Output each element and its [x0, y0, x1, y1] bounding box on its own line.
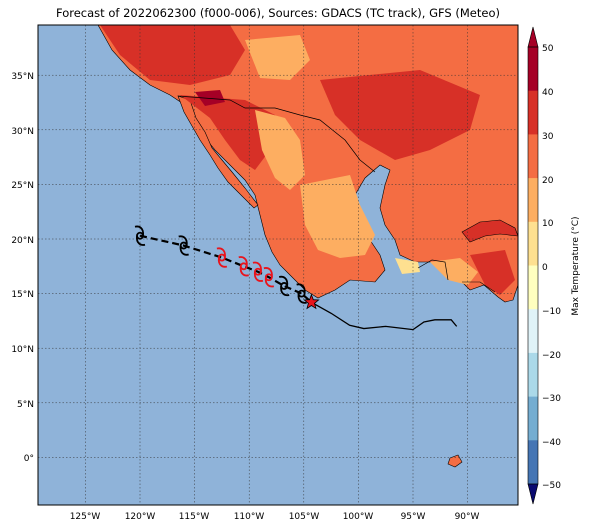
colorbar-tick: 30: [542, 132, 554, 142]
colorbar-segment: [528, 47, 538, 92]
hurricane-icon: [216, 247, 228, 268]
lon-tick-label: 120°W: [125, 512, 156, 522]
colorbar-segment: [528, 396, 538, 441]
colorbar-segment: [528, 178, 538, 223]
cool-zone-central-america-highlands: [430, 258, 478, 285]
colorbar-min-extend: [527, 483, 539, 505]
colorbar-tick-labels: 50 40 30 20 10 0 −10 −20 −30 −40 −50: [542, 44, 561, 491]
lat-tick-label: 30°N: [11, 127, 34, 137]
gridlines: [38, 25, 518, 505]
colorbar-segment: [528, 90, 538, 135]
lon-tick-label: 95°W: [401, 512, 426, 522]
longitude-labels: 125°W 120°W 115°W 110°W 105°W 100°W 95°W…: [70, 512, 480, 522]
cyclone-track: [134, 225, 458, 331]
past-track-line: [311, 301, 458, 331]
latitude-labels: 35°N 30°N 25°N 20°N 15°N 10°N 5°N 0°: [11, 72, 34, 464]
hot-zone-yucatan: [470, 250, 515, 295]
cool-zone-new-mexico: [245, 35, 310, 80]
current-position-star-icon: [303, 293, 320, 310]
colorbar-tick: 0: [542, 263, 548, 273]
colorbar-label: Max Temperature (°C): [571, 216, 581, 315]
border-us-mexico: [177, 95, 376, 173]
map-title: Forecast of 2022062300 (f000-006), Sourc…: [56, 6, 500, 20]
lat-tick-label: 10°N: [11, 345, 34, 355]
colorbar-tick: −10: [542, 307, 561, 317]
lon-tick-label: 105°W: [289, 512, 320, 522]
lon-tick-label: 125°W: [70, 512, 101, 522]
border-central-america: [462, 281, 496, 293]
hottest-zone: [195, 90, 225, 106]
lon-tick-label: 110°W: [234, 512, 265, 522]
hurricane-icon: [238, 256, 249, 277]
colorbar-tick: −40: [542, 438, 561, 448]
tropical-storm-icon: [296, 283, 307, 304]
tropical-storm-icon: [278, 275, 290, 297]
cool-zone-guatemala: [395, 258, 420, 274]
lat-tick-label: 25°N: [11, 181, 34, 191]
land-galapagos: [447, 454, 463, 468]
tropical-storm-icon: [134, 225, 146, 246]
forecast-track-line: [139, 234, 313, 304]
lat-tick-label: 5°N: [17, 400, 34, 410]
colorbar-tick: 50: [542, 44, 554, 54]
hot-zone-texas: [320, 70, 480, 160]
cool-zone-central-plateau: [300, 175, 375, 258]
tropical-storm-icon: [178, 235, 189, 256]
colorbar-segment: [528, 309, 538, 354]
colorbar-segment: [528, 265, 538, 310]
colorbar-tick: −20: [542, 351, 561, 361]
colorbar-frame: [527, 46, 539, 485]
lat-tick-label: 15°N: [11, 290, 34, 300]
colorbar-max-extend: [527, 26, 539, 48]
colorbar-segment: [528, 221, 538, 266]
lat-tick-label: 0°: [24, 454, 34, 464]
lon-tick-label: 100°W: [343, 512, 374, 522]
lat-tick-label: 20°N: [11, 236, 34, 246]
hurricane-icon: [252, 261, 264, 282]
colorbar: [527, 26, 539, 505]
map-frame: [37, 24, 519, 506]
hurricane-icon: [263, 267, 275, 288]
cool-zone-sierra-madre-occidental: [255, 110, 305, 190]
lon-tick-label: 90°W: [455, 512, 480, 522]
colorbar-tick: −30: [542, 394, 561, 404]
colorbar-tick: −50: [542, 481, 561, 491]
lat-tick-label: 35°N: [11, 72, 34, 82]
border-mexico-guatemala: [417, 259, 449, 281]
hot-zone-southwest-us: [100, 25, 245, 85]
lon-tick-label: 115°W: [179, 512, 210, 522]
colorbar-segment: [528, 134, 538, 179]
land-cuba: [461, 219, 518, 243]
colorbar-tick: 10: [542, 219, 554, 229]
colorbar-tick: 40: [542, 88, 554, 98]
map-area: [38, 25, 518, 505]
colorbar-segment: [528, 440, 538, 485]
colorbar-tick: 20: [542, 176, 554, 186]
colorbar-segment: [528, 352, 538, 398]
